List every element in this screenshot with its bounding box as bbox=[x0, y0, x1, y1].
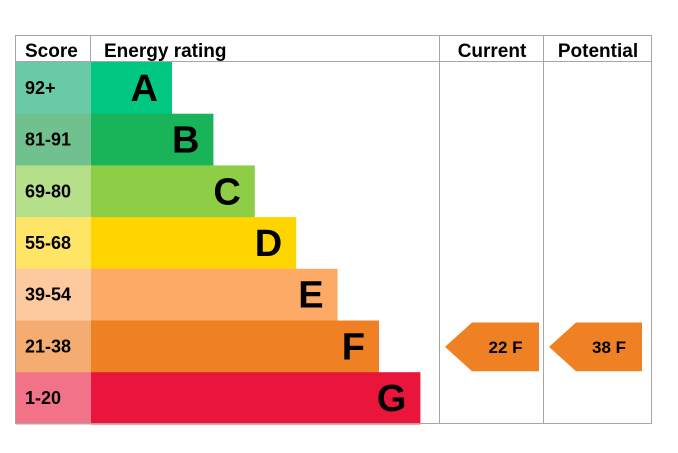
band-bar-d bbox=[91, 217, 297, 270]
score-label-e: 39-54 bbox=[25, 285, 71, 305]
score-label-d: 55-68 bbox=[25, 233, 71, 253]
band-letter-c: C bbox=[213, 171, 240, 213]
band-bar-a bbox=[91, 62, 172, 115]
score-cell-g bbox=[16, 372, 91, 425]
band-letter-a: A bbox=[131, 68, 158, 110]
band-bar-f bbox=[91, 320, 379, 373]
rating-arrows: 22 F 38 F bbox=[445, 322, 642, 372]
header-potential: Potential bbox=[558, 41, 638, 62]
band-bar-c bbox=[91, 165, 255, 218]
band-letter-g: G bbox=[377, 378, 407, 420]
header-energy-rating: Energy rating bbox=[104, 41, 226, 62]
score-label-b: 81-91 bbox=[25, 130, 71, 150]
score-cell-c bbox=[16, 165, 91, 218]
score-cell-f bbox=[16, 320, 91, 373]
potential-rating-arrow bbox=[549, 322, 642, 372]
potential-rating-label: 38 F bbox=[592, 338, 626, 357]
score-label-c: 69-80 bbox=[25, 181, 71, 201]
rating-bands: 92+ A 81-91 B 69-80 C 55-68 D 39-54 E 21-38 F 1-20 G bbox=[16, 62, 421, 425]
score-label-f: 21-38 bbox=[25, 336, 71, 356]
score-cell-d bbox=[16, 217, 91, 270]
band-bar-b bbox=[91, 113, 214, 166]
header-current: Current bbox=[458, 41, 527, 62]
band-letter-e: E bbox=[298, 275, 323, 317]
score-cell-a bbox=[16, 62, 91, 115]
score-cell-b bbox=[16, 113, 91, 166]
band-letter-d: D bbox=[255, 223, 282, 265]
band-bar-g bbox=[91, 372, 421, 425]
score-label-a: 92+ bbox=[25, 78, 56, 98]
header-score: Score bbox=[25, 41, 78, 62]
table-grid bbox=[15, 35, 652, 424]
current-rating-label: 22 F bbox=[488, 338, 522, 357]
band-letter-b: B bbox=[172, 120, 199, 162]
table-border bbox=[15, 35, 652, 424]
band-bar-e bbox=[91, 268, 338, 321]
band-letter-f: F bbox=[342, 326, 365, 368]
score-label-g: 1-20 bbox=[25, 388, 61, 408]
score-cell-e bbox=[16, 268, 91, 321]
current-rating-arrow bbox=[445, 322, 539, 372]
